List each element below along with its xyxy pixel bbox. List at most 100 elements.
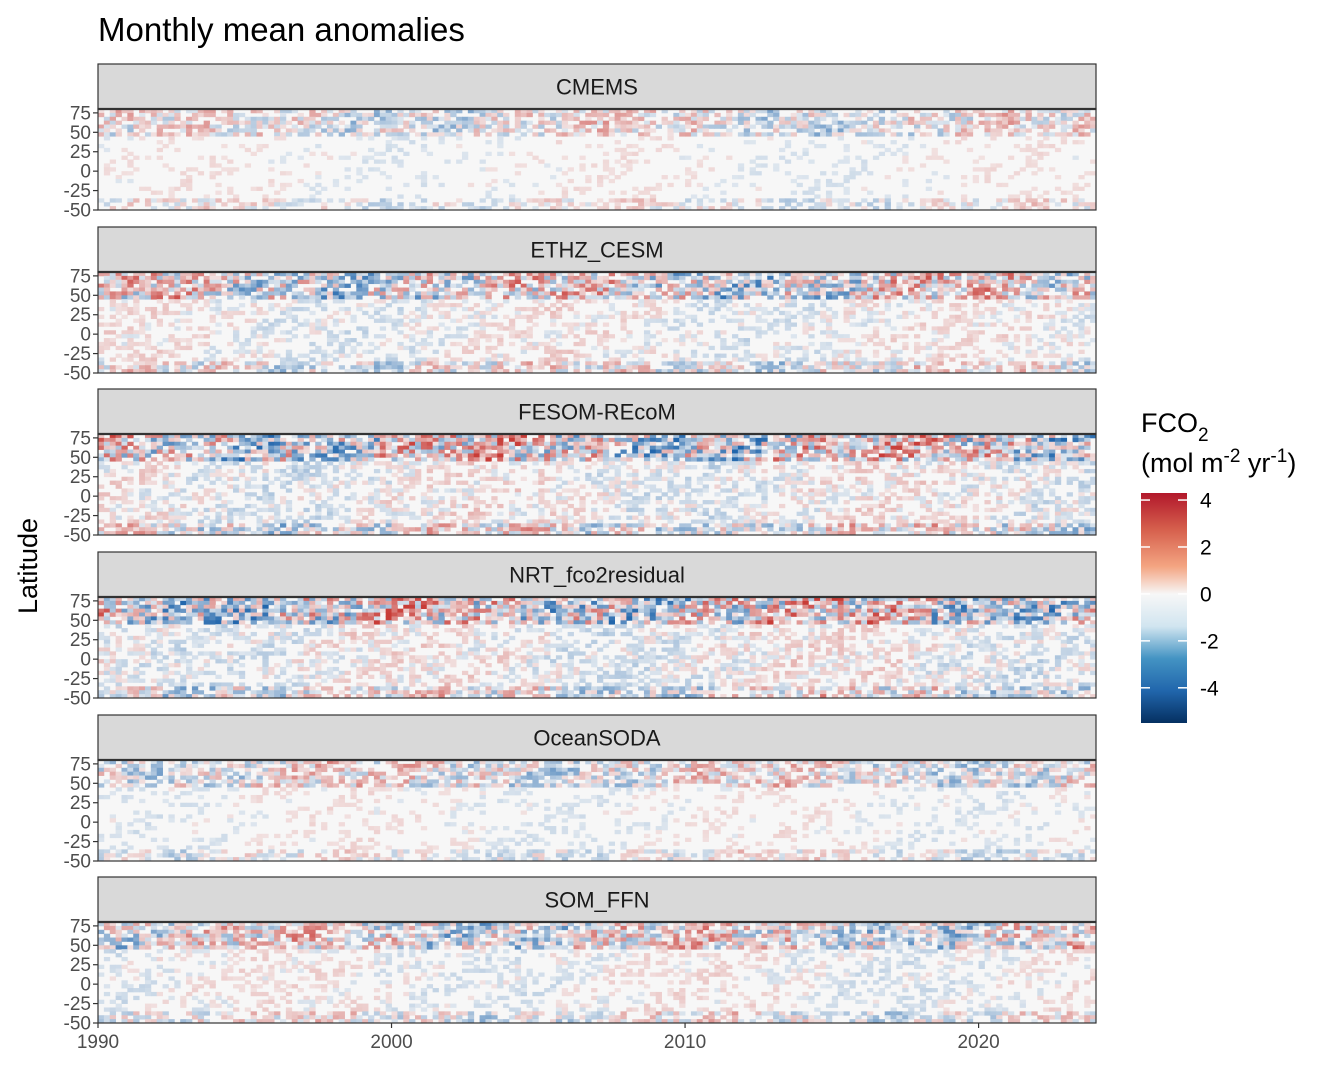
heatmap-cell bbox=[356, 202, 363, 207]
heatmap-cell bbox=[420, 143, 428, 149]
heatmap-cell bbox=[485, 449, 492, 454]
heatmap-cell bbox=[109, 291, 117, 296]
heatmap-cell bbox=[209, 434, 216, 439]
heatmap-cell bbox=[174, 453, 181, 458]
heatmap-cell bbox=[508, 128, 516, 133]
heatmap-cell bbox=[825, 326, 833, 331]
heatmap-cell bbox=[1025, 136, 1032, 141]
heatmap-cell bbox=[908, 287, 915, 292]
heatmap-cell bbox=[661, 441, 668, 447]
heatmap-cell bbox=[649, 186, 657, 191]
heatmap-cell bbox=[614, 128, 621, 133]
heatmap-cell bbox=[362, 175, 369, 180]
heatmap-cell bbox=[643, 202, 651, 207]
heatmap-cell bbox=[925, 449, 933, 454]
heatmap-cell bbox=[931, 361, 938, 366]
heatmap-cell bbox=[133, 349, 140, 354]
heatmap-cell bbox=[538, 112, 545, 118]
heatmap-cell bbox=[1072, 182, 1079, 188]
heatmap-cell bbox=[984, 283, 991, 288]
heatmap-cell bbox=[373, 310, 381, 316]
heatmap-cell bbox=[661, 437, 668, 443]
heatmap-cell bbox=[332, 283, 340, 288]
heatmap-cell bbox=[127, 116, 134, 122]
heatmap-cell bbox=[814, 194, 821, 199]
heatmap-cell bbox=[790, 365, 797, 370]
heatmap-cell bbox=[115, 437, 122, 443]
heatmap-cell bbox=[491, 128, 498, 133]
heatmap-cell bbox=[503, 295, 510, 300]
heatmap-cell bbox=[467, 124, 475, 129]
heatmap-cell bbox=[661, 120, 668, 125]
heatmap-cell bbox=[567, 434, 574, 439]
heatmap-cell bbox=[268, 453, 275, 458]
heatmap-cell bbox=[972, 198, 979, 203]
heatmap-cell bbox=[602, 322, 610, 327]
heatmap-cell bbox=[274, 275, 281, 281]
heatmap-cell bbox=[1078, 369, 1085, 374]
heatmap-cell bbox=[761, 132, 768, 137]
heatmap-cell bbox=[279, 171, 287, 176]
heatmap-cell bbox=[867, 275, 874, 281]
heatmap-cell bbox=[514, 206, 522, 211]
heatmap-cell bbox=[673, 206, 680, 211]
heatmap-cell bbox=[831, 445, 839, 450]
heatmap-cell bbox=[914, 334, 921, 339]
heatmap-cell bbox=[849, 291, 856, 296]
heatmap-cell bbox=[573, 279, 580, 285]
heatmap-cell bbox=[356, 112, 363, 118]
heatmap-cell bbox=[1013, 291, 1021, 296]
heatmap-cell bbox=[356, 445, 363, 450]
heatmap-cell bbox=[139, 124, 146, 129]
heatmap-cell bbox=[385, 338, 392, 343]
heatmap-cell bbox=[244, 275, 252, 281]
heatmap-cell bbox=[884, 357, 891, 362]
heatmap-cell bbox=[761, 310, 768, 316]
heatmap-cell bbox=[1060, 449, 1068, 454]
heatmap-cell bbox=[567, 349, 574, 354]
heatmap-cell bbox=[919, 345, 927, 351]
heatmap-cell bbox=[690, 318, 698, 323]
heatmap-cell bbox=[955, 369, 962, 374]
heatmap-cell bbox=[285, 306, 293, 312]
heatmap-cell bbox=[121, 275, 128, 281]
heatmap-cell bbox=[878, 310, 886, 316]
heatmap-cell bbox=[174, 434, 181, 439]
heatmap-cell bbox=[732, 437, 739, 443]
heatmap-cell bbox=[855, 116, 862, 122]
heatmap-cell bbox=[485, 194, 492, 199]
heatmap-cell bbox=[350, 318, 357, 323]
heatmap-cell bbox=[597, 291, 604, 296]
heatmap-cell bbox=[197, 369, 205, 374]
heatmap-cell bbox=[643, 310, 651, 316]
heatmap-cell bbox=[931, 124, 938, 129]
heatmap-cell bbox=[303, 322, 310, 327]
heatmap-cell bbox=[767, 112, 774, 118]
heatmap-cell bbox=[1090, 295, 1097, 300]
heatmap-cell bbox=[902, 151, 909, 157]
heatmap-cell bbox=[778, 353, 786, 358]
heatmap-cell bbox=[309, 124, 316, 129]
heatmap-cell bbox=[943, 279, 950, 285]
heatmap-cell bbox=[379, 291, 387, 296]
heatmap-cell bbox=[467, 365, 475, 370]
heatmap-cell bbox=[350, 128, 357, 133]
heatmap-cell bbox=[1049, 167, 1056, 172]
heatmap-cell bbox=[849, 167, 856, 172]
heatmap-cell bbox=[168, 140, 175, 145]
heatmap-cell bbox=[1060, 326, 1068, 331]
heatmap-cell bbox=[409, 206, 416, 211]
heatmap-cell bbox=[491, 275, 498, 281]
heatmap-cell bbox=[444, 283, 451, 288]
heatmap-cell bbox=[197, 453, 205, 458]
heatmap-cell bbox=[115, 283, 122, 288]
heatmap-cell bbox=[332, 453, 340, 458]
heatmap-cell bbox=[685, 303, 692, 308]
heatmap-cell bbox=[1002, 322, 1009, 327]
heatmap-cells bbox=[98, 109, 1097, 211]
heatmap-cell bbox=[908, 357, 915, 362]
heatmap-cell bbox=[966, 322, 974, 327]
heatmap-cell bbox=[274, 445, 281, 450]
heatmap-cell bbox=[203, 437, 210, 443]
heatmap-cell bbox=[250, 109, 257, 114]
